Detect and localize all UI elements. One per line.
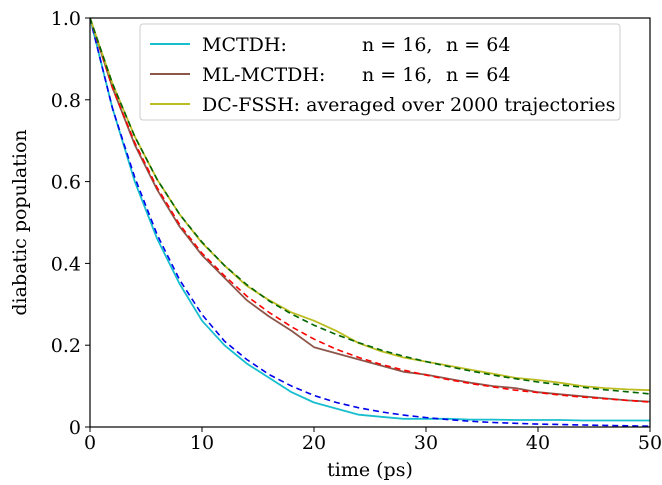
series-layer bbox=[90, 18, 650, 427]
x-tick-label: 30 bbox=[414, 432, 438, 454]
plot-frame bbox=[89, 17, 651, 428]
legend-entry-ml-mctdh: ML-MCTDH: n = 16, n = 64 bbox=[150, 64, 510, 86]
y-tick-label: 0.2 bbox=[51, 335, 81, 357]
x-tick-label: 10 bbox=[190, 432, 214, 454]
legend: MCTDH: n = 16, n = 64 ML-MCTDH: n = 16, … bbox=[139, 23, 621, 121]
series-line-dc-fssh-fit bbox=[90, 18, 650, 395]
y-tick-label: 1.0 bbox=[51, 8, 81, 30]
plot-area bbox=[89, 17, 651, 428]
legend-n2-mctdh: n = 64 bbox=[446, 34, 510, 56]
x-tick-label: 0 bbox=[84, 432, 96, 454]
legend-box bbox=[139, 23, 621, 121]
legend-n1-ml-mctdh: n = 16, bbox=[362, 64, 432, 86]
legend-entry-dc-fssh: DC-FSSH: averaged over 2000 trajectories bbox=[150, 94, 615, 116]
legend-label-dc-fssh: DC-FSSH: averaged over 2000 trajectories bbox=[202, 94, 615, 116]
y-tick-label: 0.4 bbox=[51, 253, 81, 275]
legend-n1-mctdh: n = 16, bbox=[362, 34, 432, 56]
x-tick-label: 50 bbox=[638, 432, 662, 454]
y-tick-label: 0.8 bbox=[51, 90, 81, 112]
legend-label-ml-mctdh: ML-MCTDH: bbox=[202, 64, 325, 86]
x-axis-ticks: 0 10 20 30 40 50 bbox=[84, 427, 662, 454]
y-axis-ticks: 0 0.2 0.4 0.6 0.8 1.0 bbox=[51, 8, 90, 439]
x-tick-label: 40 bbox=[526, 432, 550, 454]
series-line-mctdh-fit bbox=[90, 18, 650, 427]
legend-n2-ml-mctdh: n = 64 bbox=[446, 64, 510, 86]
series-line-ml-mctdh-fit bbox=[90, 18, 650, 403]
legend-label-mctdh: MCTDH: bbox=[202, 34, 287, 56]
y-tick-label: 0 bbox=[69, 417, 81, 439]
y-axis-title: diabatic population bbox=[9, 129, 31, 315]
y-tick-label: 0.6 bbox=[51, 172, 81, 194]
x-tick-label: 20 bbox=[302, 432, 326, 454]
legend-entry-mctdh: MCTDH: n = 16, n = 64 bbox=[150, 34, 510, 56]
x-axis-title: time (ps) bbox=[327, 459, 413, 481]
series-line-mctdh bbox=[90, 18, 650, 422]
